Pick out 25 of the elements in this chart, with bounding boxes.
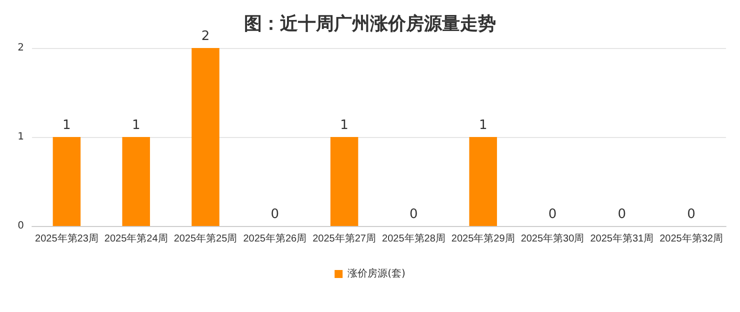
data-label: 1 (62, 118, 71, 133)
x-tick-label: 2025年第24周 (104, 232, 168, 244)
x-tick-label: 2025年第29周 (451, 232, 515, 244)
data-label: 2 (201, 29, 210, 44)
data-label: 0 (270, 207, 280, 222)
data-label: 1 (132, 118, 140, 133)
y-tick-label: 0 (18, 220, 24, 232)
x-tick-label: 2025年第27周 (312, 232, 376, 244)
data-label: 1 (340, 118, 348, 133)
x-tick-label: 2025年第28周 (382, 232, 446, 244)
x-tick-label: 2025年第30周 (520, 232, 584, 244)
data-label: 0 (548, 207, 557, 222)
y-tick-label: 2 (18, 42, 24, 54)
data-label: 0 (687, 207, 696, 222)
x-tick-label: 2025年第32周 (660, 232, 723, 244)
chart-title: 图：近十周广州涨价房源量走势 (244, 14, 496, 34)
x-tick-label: 2025年第26周 (243, 232, 307, 244)
data-label: 1 (478, 118, 488, 133)
legend-label: 涨价房源(套) (348, 268, 406, 280)
x-tick-label: 2025年第23周 (35, 232, 98, 244)
x-tick-label: 2025年第25周 (174, 232, 238, 244)
data-label: 0 (618, 207, 626, 222)
x-tick-label: 2025年第31周 (590, 232, 654, 244)
data-label: 0 (410, 207, 418, 222)
y-tick-label: 1 (18, 132, 24, 142)
